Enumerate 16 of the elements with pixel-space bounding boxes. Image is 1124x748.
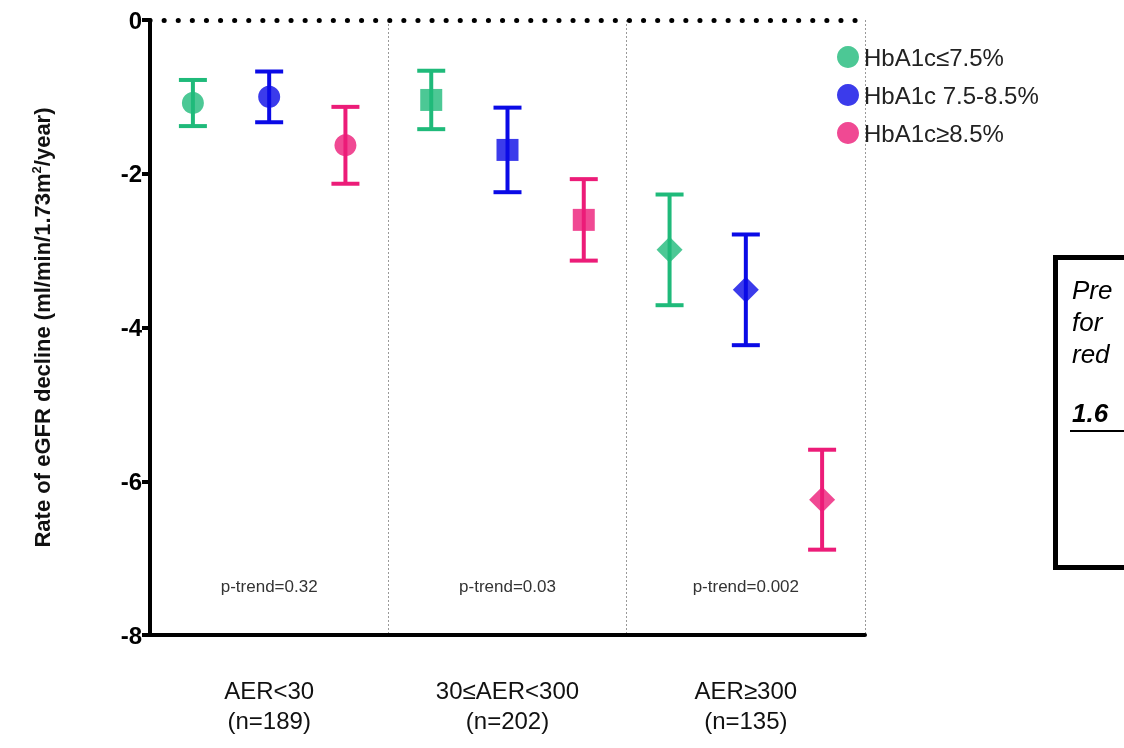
annotation: p-trend=0.002 [692,577,800,596]
y-tick-label: -4 [120,314,143,341]
text: Pre for red 1.6 [1072,275,1113,428]
y-tick-label: -2 [120,160,142,188]
x-tick-label: AER≥300 (n=135) [694,676,798,734]
annotation: p-trend=0.32 [220,577,318,596]
x-tick-label: AER<30 (n=189) [224,676,315,734]
x-tick-label: 30≤AER<300 (n=202) [435,676,580,734]
y-tick-label: -6 [120,467,142,495]
legend-label: HbA1c≥8.5% [864,119,1004,147]
y-tick-label: -8 [120,621,142,649]
y-axis-title: Rate of eGFR decline (ml/min/1.73m2/year) [29,107,55,548]
legend-label: HbA1c≤7.5% [864,43,1004,71]
annotation: p-trend=0.03 [459,577,556,596]
y-tick-label: 0 [128,6,142,34]
legend-label: HbA1c 7.5-8.5% [864,81,1039,109]
